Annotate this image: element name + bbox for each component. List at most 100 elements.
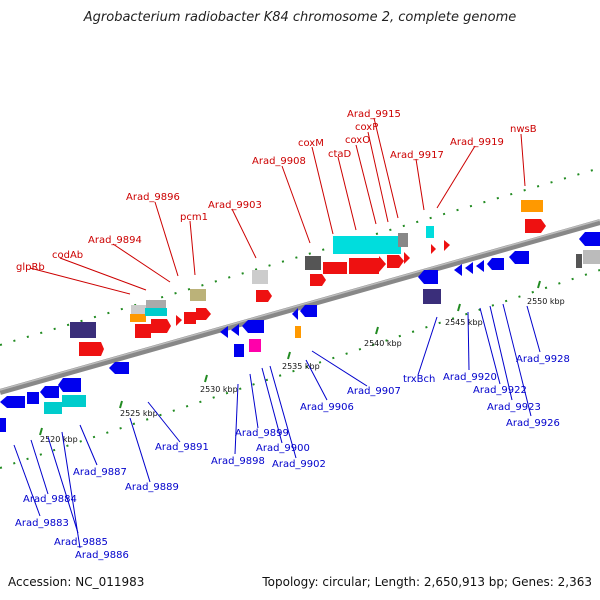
gene-block[interactable] xyxy=(576,254,582,268)
kbp-label: 2530 kbp xyxy=(200,385,238,394)
gene-block[interactable] xyxy=(426,226,434,238)
gene-arrow-head xyxy=(579,232,585,246)
gene-label[interactable]: Arad_9900 xyxy=(256,443,310,454)
gene-label[interactable]: Arad_9894 xyxy=(88,235,142,246)
gene-block[interactable] xyxy=(249,339,261,352)
gene-arrow[interactable] xyxy=(79,342,101,356)
gene-label[interactable]: Arad_9919 xyxy=(450,137,504,148)
kbp-label: 2525 kbp xyxy=(120,409,158,418)
gene-label[interactable]: Arad_9908 xyxy=(252,156,306,167)
gene-label[interactable]: Arad_9902 xyxy=(272,459,326,470)
gene-label[interactable]: trxBch xyxy=(403,374,435,385)
gene-label[interactable]: codAb xyxy=(52,250,83,261)
gene-label[interactable]: Arad_9887 xyxy=(73,467,127,478)
gene-label[interactable]: Arad_9898 xyxy=(211,456,265,467)
gene-block[interactable] xyxy=(131,305,151,315)
gene-arrow[interactable] xyxy=(231,324,239,336)
gene-block[interactable] xyxy=(146,300,166,310)
gene-arrow[interactable] xyxy=(431,244,436,254)
gene-label[interactable]: Arad_9915 xyxy=(347,109,401,120)
gene-arrow[interactable] xyxy=(248,320,264,333)
gene-label[interactable]: Arad_9889 xyxy=(125,482,179,493)
gene-label[interactable]: Arad_9907 xyxy=(347,386,401,397)
gene-arrow[interactable] xyxy=(256,290,268,302)
gene-block[interactable] xyxy=(521,200,543,212)
kbp-tick xyxy=(457,303,461,312)
top-gene-labels: glpRb codAb Arad_9894 Arad_9896 pcm1 Ara… xyxy=(16,109,537,273)
gene-block[interactable] xyxy=(252,270,268,284)
gene-block[interactable] xyxy=(62,395,86,407)
kbp-label: 2535 kbp xyxy=(282,362,320,371)
gene-arrow[interactable] xyxy=(465,262,473,274)
gene-block[interactable] xyxy=(145,308,167,316)
kbp-label: 2540 kbp xyxy=(364,339,402,348)
gene-label[interactable]: ctaD xyxy=(328,149,352,160)
gene-block[interactable] xyxy=(44,402,62,414)
gene-label[interactable]: Arad_9886 xyxy=(75,550,129,561)
gene-block[interactable] xyxy=(398,233,408,247)
gene-label[interactable]: glpRb xyxy=(16,262,45,273)
gene-block[interactable] xyxy=(70,322,96,338)
gene-arrow[interactable] xyxy=(196,308,206,320)
gene-arrow[interactable] xyxy=(135,324,151,338)
gene-block[interactable] xyxy=(190,289,206,301)
genome-summary-text: Topology: circular; Length: 2,650,913 bp… xyxy=(262,575,592,589)
gene-arrow[interactable] xyxy=(63,378,81,392)
gene-label[interactable]: coxP xyxy=(355,122,378,133)
gene-arrow-head xyxy=(101,342,104,356)
gene-label[interactable]: Arad_9891 xyxy=(155,442,209,453)
gene-arrow[interactable] xyxy=(349,258,379,274)
gene-block[interactable] xyxy=(130,314,146,322)
gene-arrow[interactable] xyxy=(7,396,25,408)
gene-label[interactable]: Arad_9903 xyxy=(208,200,262,211)
gene-arrow[interactable] xyxy=(515,251,529,264)
gene-arrow[interactable] xyxy=(115,362,129,374)
gene-arrow[interactable] xyxy=(454,264,462,276)
gene-label[interactable]: coxO xyxy=(345,135,370,146)
gene-arrow[interactable] xyxy=(323,262,347,274)
gene-arrow[interactable] xyxy=(305,305,317,317)
gene-block[interactable] xyxy=(295,326,301,338)
gene-label[interactable]: Arad_9896 xyxy=(126,192,180,203)
gene-arrow[interactable] xyxy=(492,258,504,270)
gene-label[interactable]: pcm1 xyxy=(180,212,208,223)
gene-block-large[interactable] xyxy=(333,236,401,254)
gene-label[interactable]: Arad_9926 xyxy=(506,418,560,429)
gene-label[interactable]: Arad_9922 xyxy=(473,385,527,396)
gene-label[interactable]: Arad_9885 xyxy=(54,537,108,548)
gene-label[interactable]: Arad_9883 xyxy=(15,518,69,529)
gene-label[interactable]: Arad_9906 xyxy=(300,402,354,413)
gene-arrow[interactable] xyxy=(525,219,541,233)
gene-arrow[interactable] xyxy=(424,270,438,284)
gene-arrow[interactable] xyxy=(444,240,450,251)
gene-label[interactable]: Arad_9920 xyxy=(443,372,497,383)
gene-arrow[interactable] xyxy=(0,418,6,432)
kbp-tick xyxy=(204,374,208,383)
kbp-tick xyxy=(537,280,541,289)
gene-label[interactable]: coxM xyxy=(298,138,324,149)
gene-arrow[interactable] xyxy=(151,319,167,333)
gene-label[interactable]: Arad_9899 xyxy=(235,428,289,439)
gene-arrow[interactable] xyxy=(476,260,484,272)
gene-arrow[interactable] xyxy=(292,308,298,320)
map-title: Agrobacterium radiobacter K84 chromosome… xyxy=(83,10,517,25)
gene-label[interactable]: Arad_9884 xyxy=(23,494,77,505)
gene-arrow[interactable] xyxy=(27,392,39,404)
gene-label[interactable]: nwsB xyxy=(510,124,537,135)
gene-arrow[interactable] xyxy=(45,386,59,398)
gene-block[interactable] xyxy=(305,256,321,270)
gene-arrow[interactable] xyxy=(176,315,182,326)
gene-label[interactable]: Arad_9928 xyxy=(516,354,570,365)
gene-block[interactable] xyxy=(583,250,600,264)
gene-arrow[interactable] xyxy=(387,255,399,268)
gene-block[interactable] xyxy=(423,289,441,304)
gene-block[interactable] xyxy=(234,344,244,357)
gene-arrow[interactable] xyxy=(585,232,600,246)
gene-arrow[interactable] xyxy=(310,274,322,286)
gene-label[interactable]: Arad_9923 xyxy=(487,402,541,413)
gene-arrow-head xyxy=(58,378,63,392)
gene-arrow[interactable] xyxy=(220,326,228,338)
gene-label[interactable]: Arad_9917 xyxy=(390,150,444,161)
gene-arrow[interactable] xyxy=(404,252,410,264)
gene-arrow[interactable] xyxy=(184,312,196,324)
